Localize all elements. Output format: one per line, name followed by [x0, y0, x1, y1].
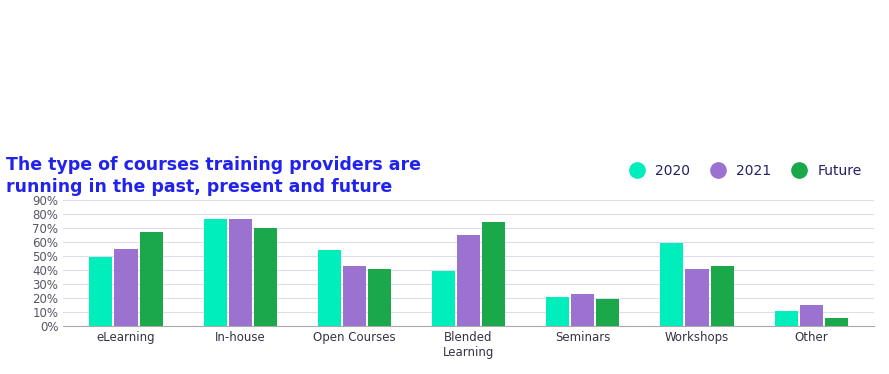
Bar [115, 249, 138, 326]
Bar [317, 250, 340, 326]
Bar [685, 269, 709, 326]
Bar [228, 220, 252, 326]
Bar [774, 311, 797, 326]
Bar [90, 257, 113, 326]
Bar [710, 266, 733, 326]
Bar [825, 318, 848, 326]
Bar [572, 294, 595, 326]
Bar [597, 300, 620, 326]
Bar [140, 232, 163, 326]
Text: The type of courses training providers are
running in the past, present and futu: The type of courses training providers a… [6, 156, 421, 196]
Bar [343, 266, 366, 326]
Legend: 2020, 2021, Future: 2020, 2021, Future [618, 159, 867, 184]
Bar [661, 243, 684, 326]
Bar [482, 222, 505, 326]
Bar [457, 235, 480, 326]
Bar [546, 297, 569, 326]
Bar [253, 228, 276, 326]
Bar [204, 220, 227, 326]
Bar [432, 272, 455, 326]
Bar [368, 269, 391, 326]
Bar [799, 305, 822, 326]
